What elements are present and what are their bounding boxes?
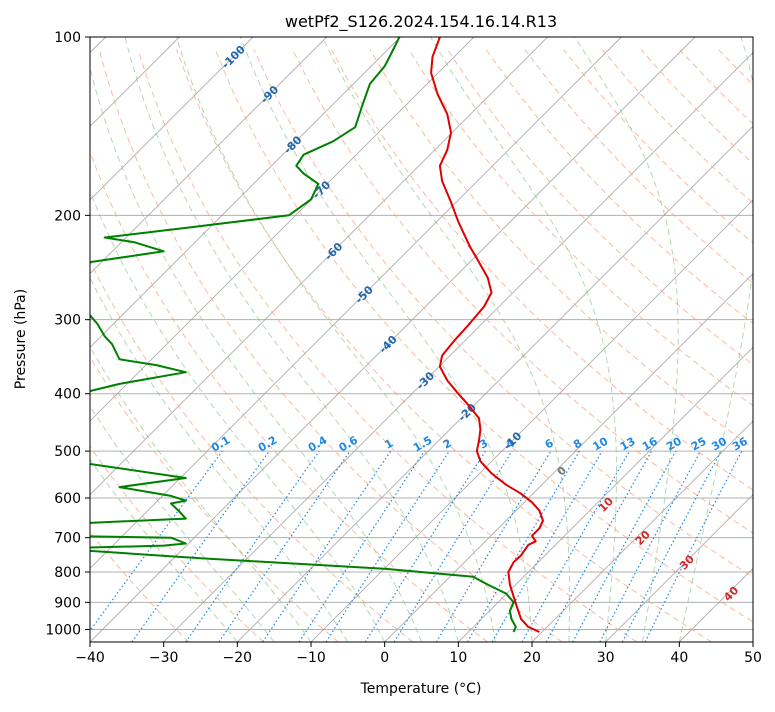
dry-adiabat-line [641, 50, 775, 642]
mixing-ratio-line [263, 451, 391, 642]
moist-adiabat-line [323, 37, 570, 642]
y-axis-label: Pressure (hPa) [13, 289, 29, 389]
x-tick-label: 0 [380, 650, 389, 666]
cape-label: 30 [677, 552, 697, 572]
mixing-ratio-line [365, 451, 485, 642]
x-tick-label: −20 [223, 650, 253, 666]
moist-adiabat-line [17, 37, 348, 642]
cape-label: 0 [555, 464, 570, 479]
mixing-ratio-line [600, 451, 701, 642]
plot-frame [90, 37, 753, 642]
dry-adiabat-line [99, 50, 562, 642]
dry-adiabat-line [757, 50, 775, 642]
cape-label: 40 [721, 584, 741, 604]
y-tick-label: 400 [54, 387, 81, 403]
y-tick-label: 300 [54, 313, 81, 329]
moist-adiabat-line [125, 37, 458, 642]
x-tick-label: −40 [75, 650, 105, 666]
y-tick-label: 900 [54, 595, 81, 611]
mixing-ratio-line [299, 451, 424, 642]
y-tick-label: 700 [54, 531, 81, 547]
dewpoint-profile-line [53, 37, 516, 632]
mixing-ratio-line [326, 451, 449, 642]
y-tick-label: 800 [54, 565, 81, 581]
isotherm-line [0, 37, 400, 642]
dry-adiabat-line [718, 50, 775, 642]
dry-adiabat-line [370, 50, 775, 642]
isotherm-line [753, 37, 775, 642]
isotherm-line [0, 37, 474, 642]
isotherm-line [458, 37, 775, 642]
moist-adiabat-line [0, 37, 237, 642]
dry-adiabat-line [254, 50, 775, 642]
x-tick-label: 50 [744, 650, 762, 666]
dry-adiabat-line [602, 50, 775, 642]
moist-adiabat-line [0, 37, 274, 642]
mixing-ratio-label: 2 [441, 437, 454, 452]
mixing-ratio-line [219, 451, 350, 642]
x-tick-label: 40 [670, 650, 688, 666]
mixing-ratio-label: 6 [543, 436, 556, 451]
isotherm-line [679, 37, 775, 642]
y-tick-label: 1000 [45, 622, 81, 638]
mixing-ratio-line [436, 451, 551, 642]
moist-adiabat-line [176, 37, 495, 642]
dry-adiabat-line [564, 50, 775, 642]
y-tick-label: 600 [54, 491, 81, 507]
isotherm-line [237, 37, 775, 642]
x-tick-label: 20 [523, 650, 541, 666]
x-tick-label: 10 [449, 650, 467, 666]
x-axis-label: Temperature (°C) [360, 681, 482, 697]
isotherm-line [0, 37, 548, 642]
dry-adiabat-line [177, 50, 712, 642]
moist-adiabat-line [0, 37, 311, 642]
y-tick-label: 100 [54, 30, 81, 46]
x-tick-label: 30 [597, 650, 615, 666]
mixing-ratio-line [468, 451, 580, 642]
isotherm-label: -40 [377, 333, 400, 356]
isotherm-label: -50 [353, 283, 376, 306]
isotherm-label: -10 [501, 429, 524, 452]
isotherm-line [311, 37, 775, 642]
mixing-ratio-line [522, 451, 629, 642]
isotherm-label: -80 [281, 133, 304, 156]
dry-adiabat-line [486, 50, 775, 642]
isotherm-label: -30 [414, 369, 437, 392]
dry-adiabat-line [525, 50, 775, 642]
isotherm-line [385, 37, 775, 642]
chart-title: wetPf2_S126.2024.154.16.14.R13 [285, 12, 557, 32]
isotherm-label: -90 [258, 83, 281, 106]
y-tick-label: 200 [54, 208, 81, 224]
x-tick-label: −30 [149, 650, 179, 666]
temperature-profile-line [431, 37, 543, 632]
y-tick-label: 500 [54, 444, 81, 460]
moist-adiabat-line [575, 37, 679, 642]
dry-adiabat-line [22, 50, 413, 642]
mixing-ratio-line [573, 451, 676, 642]
dry-adiabat-line [331, 50, 775, 642]
isotherm-label: -60 [322, 240, 345, 263]
moist-adiabat-line [679, 37, 760, 642]
x-tick-label: −10 [296, 650, 326, 666]
isotherm-line [0, 37, 253, 642]
isotherm-line [0, 37, 327, 642]
dry-adiabat-line [409, 50, 775, 642]
